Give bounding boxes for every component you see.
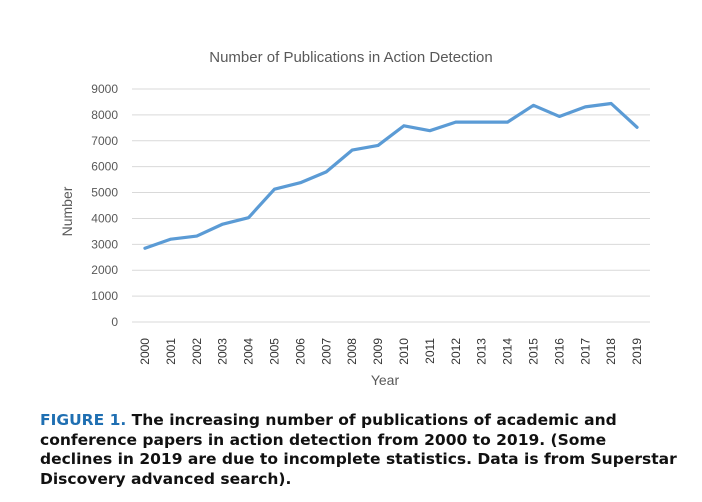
figure-label: FIGURE 1. — [40, 411, 127, 429]
y-tick-label: 6000 — [91, 160, 118, 174]
line-chart: Number of Publications in Action Detecti… — [59, 49, 650, 388]
x-axis-label: Year — [371, 372, 400, 388]
chart: Number of Publications in Action Detecti… — [59, 49, 650, 388]
x-tick-label: 2011 — [423, 338, 437, 364]
series-line — [143, 101, 639, 250]
x-tick-label: 2019 — [630, 338, 644, 365]
x-tick-label: 2010 — [397, 338, 411, 365]
y-tick-label: 3000 — [91, 237, 118, 251]
y-tick-label: 0 — [111, 315, 118, 329]
y-tick-label: 7000 — [91, 134, 118, 148]
y-axis-label: Number — [59, 186, 75, 236]
x-tick-label: 2017 — [578, 338, 592, 365]
x-tick-label: 2007 — [319, 338, 333, 365]
y-tick-label: 5000 — [91, 186, 118, 200]
x-tick-label: 2009 — [371, 338, 385, 365]
y-tick-label: 9000 — [91, 82, 118, 96]
x-tick-label: 2004 — [242, 338, 256, 365]
x-tick-label: 2001 — [164, 338, 178, 365]
x-tick-label: 2014 — [501, 338, 515, 365]
x-tick-label: 2003 — [216, 338, 230, 365]
x-tick-label: 2015 — [526, 338, 540, 365]
x-tick-label: 2016 — [552, 338, 566, 365]
y-tick-label: 1000 — [91, 289, 118, 303]
y-tick-label: 8000 — [91, 108, 118, 122]
x-tick-label: 2000 — [138, 338, 152, 365]
x-tick-label: 2013 — [475, 338, 489, 365]
x-tick-label: 2012 — [449, 338, 463, 365]
caption-text: The increasing number of publications of… — [40, 411, 677, 488]
y-tick-label: 4000 — [91, 211, 118, 225]
figure-caption: FIGURE 1. The increasing number of publi… — [40, 411, 680, 489]
x-tick-label: 2018 — [604, 338, 618, 365]
x-tick-label: 2002 — [190, 338, 204, 365]
x-tick-label: 2006 — [293, 338, 307, 365]
y-tick-label: 2000 — [91, 263, 118, 277]
chart-title: Number of Publications in Action Detecti… — [209, 49, 492, 66]
x-tick-label: 2005 — [267, 338, 281, 365]
x-tick-label: 2008 — [345, 338, 359, 365]
